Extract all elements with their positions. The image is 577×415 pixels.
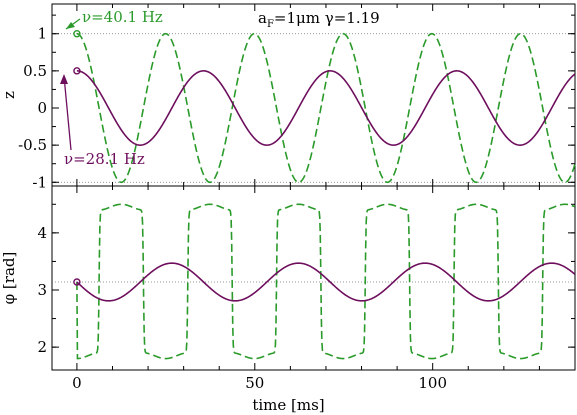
xtick-label: 50: [245, 374, 264, 392]
top-ytick-label: 1: [37, 25, 47, 43]
bottom-panel: 2 3 4 0 50 100 φ [rad] time [ms]: [0, 185, 576, 414]
top-panel: -1 -0.5 0 0.5 1 z aF=1μm γ=1.19 ν=40.1 Hz ν=…: [0, 3, 576, 191]
xtick-label: 100: [418, 374, 447, 392]
top-ticks: -1 -0.5 0 0.5 1: [18, 4, 576, 191]
top-start-marker-1: [73, 67, 81, 75]
top-ytick-label: 0: [37, 99, 47, 117]
bottom-plot-frame: [51, 185, 576, 371]
annotation-28hz-arrow: [63, 75, 72, 151]
bottom-ticks: 2 3 4 0 50 100: [37, 186, 576, 392]
annotation-28hz: ν=28.1 Hz: [60, 74, 145, 168]
annotation-40hz-arrowhead: [66, 22, 75, 29]
top-reference-lines: [52, 33, 575, 183]
annotation-40hz: ν=40.1 Hz: [65, 8, 163, 30]
bottom-series-group: [73, 203, 576, 360]
annotation-40hz-label: ν=40.1 Hz: [82, 8, 163, 26]
bot-start-marker-1: [73, 278, 81, 286]
annotation-28hz-arrowhead: [60, 74, 68, 84]
top-y-axis-label: z: [0, 91, 18, 99]
bot-series-green-dashed: [76, 203, 576, 360]
bot-ytick-label: 4: [37, 224, 47, 242]
bot-ytick-label: 2: [37, 338, 47, 356]
bottom-y-axis-label: φ [rad]: [0, 252, 18, 305]
top-series-purple-solid: [76, 70, 576, 146]
params-annotation: aF=1μm γ=1.19: [258, 9, 380, 30]
top-ytick-label: -0.5: [18, 136, 47, 154]
top-start-marker-0: [73, 30, 81, 38]
bot-ytick-label: 3: [37, 281, 47, 299]
annotation-28hz-label: ν=28.1 Hz: [64, 150, 145, 168]
top-ytick-label: -1: [32, 173, 47, 191]
top-series-green-dashed: [76, 32, 576, 184]
bot-series-purple-solid: [76, 262, 576, 302]
xtick-label: 0: [72, 374, 82, 392]
top-series-group: [73, 30, 576, 184]
top-ytick-label: 0.5: [23, 62, 47, 80]
x-axis-label: time [ms]: [252, 396, 324, 414]
